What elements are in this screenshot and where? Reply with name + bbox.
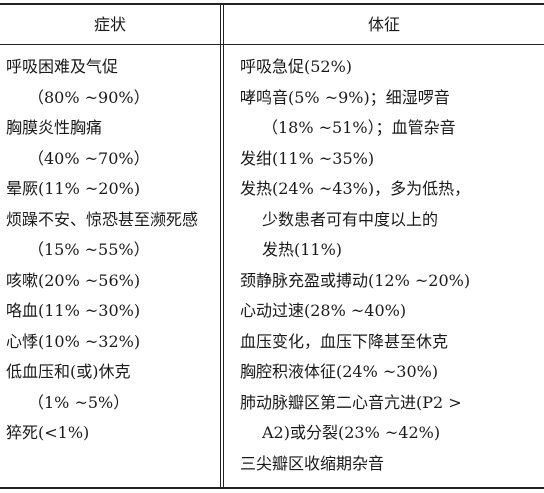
symptom-line: （40% ~70%） (28, 148, 150, 168)
sign-line: 发热(24% ~43%)，多为低热， (240, 179, 471, 198)
symptom-line: 心悸(10% ~32%) (6, 331, 141, 351)
symptom-line: 呼吸困难及气促 (6, 57, 119, 76)
symptom-line: 胸膜炎性胸痛 (6, 118, 103, 137)
sign-line: 三尖瓣区收缩期杂音 (240, 453, 385, 473)
symptom-line: （15% ~55%） (28, 240, 150, 259)
symptom-line: 猝死(<1%) (6, 423, 90, 442)
sign-line: 少数患者可有中度以上的 (262, 209, 439, 229)
sign-line: 发绀(11% ~35%) (240, 148, 375, 168)
sign-line: 心动过速(28% ~40%) (240, 301, 407, 320)
symptom-line: 晕厥(11% ~20%) (6, 179, 141, 198)
sign-line: A2)或分裂(23% ~42%) (262, 423, 441, 442)
signs-column: 呼吸急促(52%) 哮鸣音(5% ~9%)；细湿啰音 （18% ~51%）；血管杂音… (240, 52, 540, 479)
symptoms-column: 呼吸困难及气促 （80% ~90%） 胸膜炎性胸痛 （40% ~70%） 晕厥(11% … (6, 52, 218, 449)
symptom-line: 低血压和(或)休克 (6, 362, 131, 381)
sign-line: 血压变化，血压下降甚至休克 (240, 331, 449, 351)
column-divider (220, 5, 224, 487)
sign-line: 胸腔积液体征(24% ~30%) (240, 362, 439, 381)
symptom-line: 咯血(11% ~30%) (6, 301, 141, 320)
symptom-line: 咳嗽(20% ~56%) (6, 270, 141, 290)
sign-line: （18% ~51%）；血管杂音 (262, 118, 456, 137)
header-signs: 体征 (367, 15, 400, 34)
sign-line: 肺动脉瓣区第二心音亢进(P2 > (240, 392, 462, 412)
sign-line: 哮鸣音(5% ~9%)；细湿啰音 (240, 87, 450, 107)
symptom-line: （1% ~5%） (28, 392, 130, 412)
header-symptoms: 症状 (93, 15, 126, 34)
sign-line: 颈静脉充盈或搏动(12% ~20%) (240, 270, 471, 290)
sign-line: 发热(11%) (262, 240, 343, 259)
table-top-rule (0, 3, 544, 5)
symptom-line: 烦躁不安、惊恐甚至濒死感 (6, 209, 199, 229)
sign-line: 呼吸急促(52%) (240, 57, 353, 76)
table-header-rule (0, 44, 544, 45)
symptom-line: （80% ~90%） (28, 87, 150, 107)
table-bottom-rule (0, 487, 544, 489)
